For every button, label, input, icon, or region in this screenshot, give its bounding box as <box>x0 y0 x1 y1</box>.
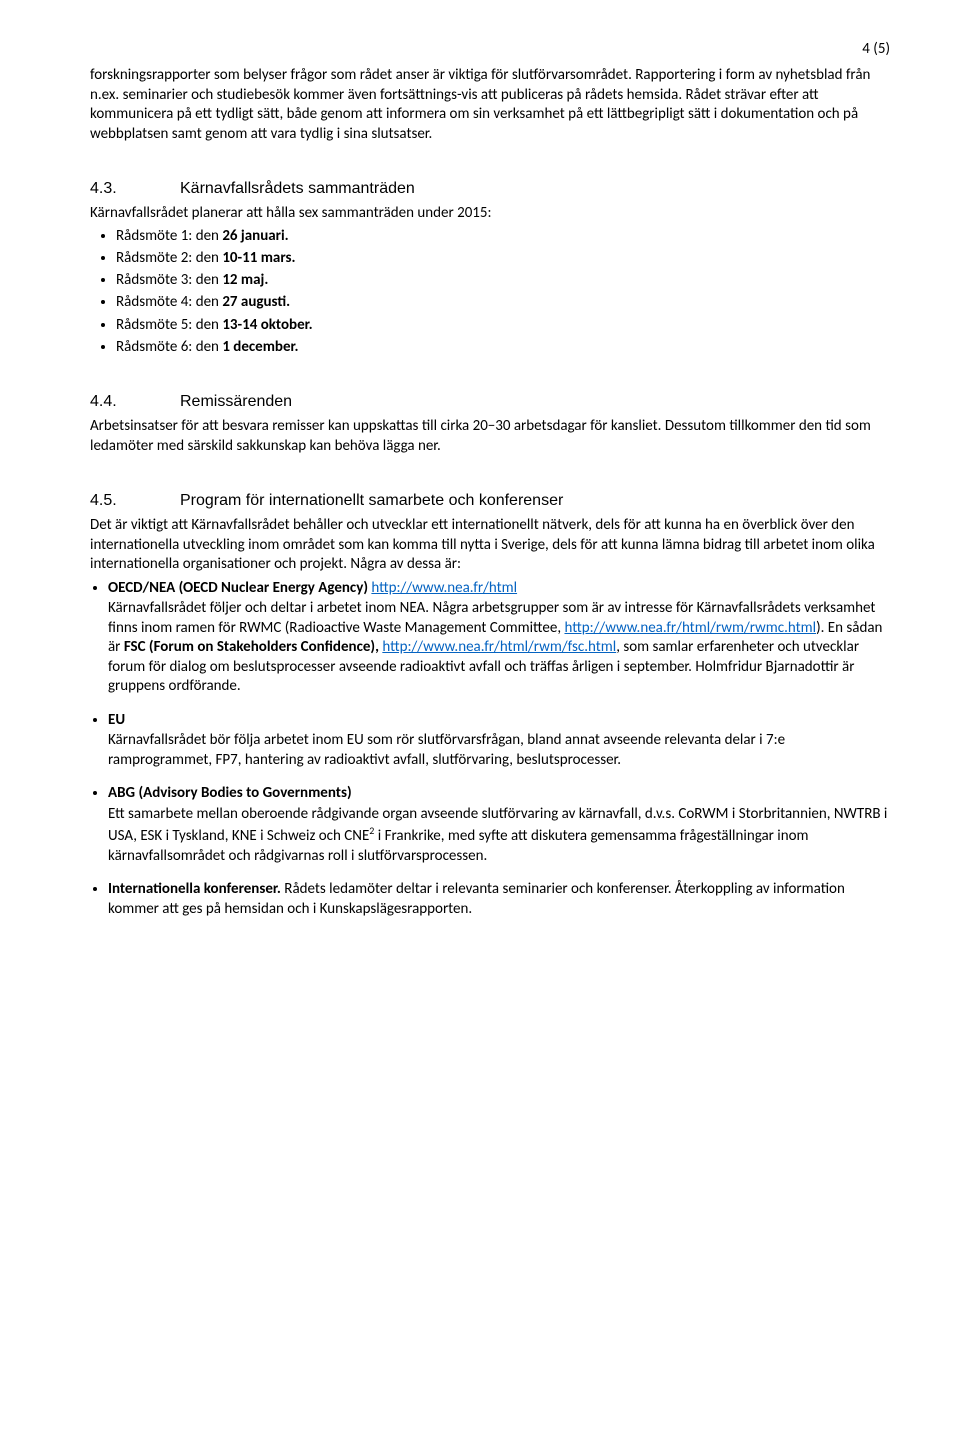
list-item: Rådsmöte 1: den 26 januari. <box>116 226 890 246</box>
list-item-bold: 10-11 mars. <box>222 249 295 267</box>
document-page: 4 (5) forskningsrapporter som belyser fr… <box>0 0 960 973</box>
section-4-4-body: Arbetsinsatser för att besvara remisser … <box>90 417 890 456</box>
meeting-list: Rådsmöte 1: den 26 januari. Rådsmöte 2: … <box>90 226 890 358</box>
org-title: OECD/NEA (OECD Nuclear Energy Agency) <box>108 579 371 597</box>
list-item: Rådsmöte 4: den 27 augusti. <box>116 292 890 312</box>
section-4-3-lead: Kärnavfallsrådet planerar att hålla sex … <box>90 204 890 224</box>
section-number: 4.5. <box>90 492 180 510</box>
oecd-link-2[interactable]: http://www.nea.fr/html/rwm/rwmc.html <box>564 619 816 637</box>
list-item: Rådsmöte 6: den 1 december. <box>116 337 890 357</box>
list-item-prefix: Rådsmöte 1: den <box>116 227 222 245</box>
section-title: Remissärenden <box>180 393 292 410</box>
list-item-bold: 27 augusti. <box>222 293 290 311</box>
org-title: ABG (Advisory Bodies to Governments) <box>108 784 352 802</box>
intro-paragraph: forskningsrapporter som belyser frågor s… <box>90 66 890 144</box>
section-4-4-heading: 4.4.Remissärenden <box>90 393 890 411</box>
org-bold-fsc: FSC (Forum on Stakeholders Confidence), <box>124 638 383 656</box>
org-title: Internationella konferenser. <box>108 880 281 898</box>
list-item-bold: 1 december. <box>222 338 298 356</box>
list-item: Rådsmöte 3: den 12 maj. <box>116 270 890 290</box>
org-item-eu: EU Kärnavfallsrådet bör följa arbetet in… <box>108 711 890 771</box>
list-item-prefix: Rådsmöte 6: den <box>116 338 222 356</box>
org-title: EU <box>108 711 125 729</box>
org-body: Kärnavfallsrådet bör följa arbetet inom … <box>108 731 890 770</box>
oecd-link-1[interactable]: http://www.nea.fr/html <box>371 579 517 597</box>
org-item-abg: ABG (Advisory Bodies to Governments) Ett… <box>108 784 890 866</box>
list-item: Rådsmöte 2: den 10-11 mars. <box>116 248 890 268</box>
section-title: Kärnavfallsrådets sammanträden <box>180 180 415 197</box>
page-number: 4 (5) <box>90 40 890 58</box>
list-item-prefix: Rådsmöte 4: den <box>116 293 222 311</box>
section-4-5-lead: Det är viktigt att Kärnavfallsrådet behå… <box>90 516 890 575</box>
section-4-3-heading: 4.3.Kärnavfallsrådets sammanträden <box>90 180 890 198</box>
section-number: 4.4. <box>90 393 180 411</box>
org-item-oecd: OECD/NEA (OECD Nuclear Energy Agency) ht… <box>108 579 890 697</box>
section-number: 4.3. <box>90 180 180 198</box>
oecd-link-3[interactable]: http://www.nea.fr/html/rwm/fsc.html <box>382 638 616 656</box>
org-body: Kärnavfallsrådet följer och deltar i arb… <box>108 599 890 697</box>
list-item-prefix: Rådsmöte 5: den <box>116 316 222 334</box>
list-item: Rådsmöte 5: den 13-14 oktober. <box>116 315 890 335</box>
section-4-5-heading: 4.5.Program för internationellt samarbet… <box>90 492 890 510</box>
list-item-bold: 26 januari. <box>222 227 288 245</box>
org-item-intl: Internationella konferenser. Rådets leda… <box>108 880 890 919</box>
organization-list: OECD/NEA (OECD Nuclear Energy Agency) ht… <box>90 579 890 920</box>
org-body: Ett samarbete mellan oberoende rådgivand… <box>108 805 890 867</box>
list-item-prefix: Rådsmöte 2: den <box>116 249 222 267</box>
list-item-bold: 13-14 oktober. <box>222 316 312 334</box>
list-item-bold: 12 maj. <box>222 271 268 289</box>
section-title: Program för internationellt samarbete oc… <box>180 492 563 509</box>
list-item-prefix: Rådsmöte 3: den <box>116 271 222 289</box>
